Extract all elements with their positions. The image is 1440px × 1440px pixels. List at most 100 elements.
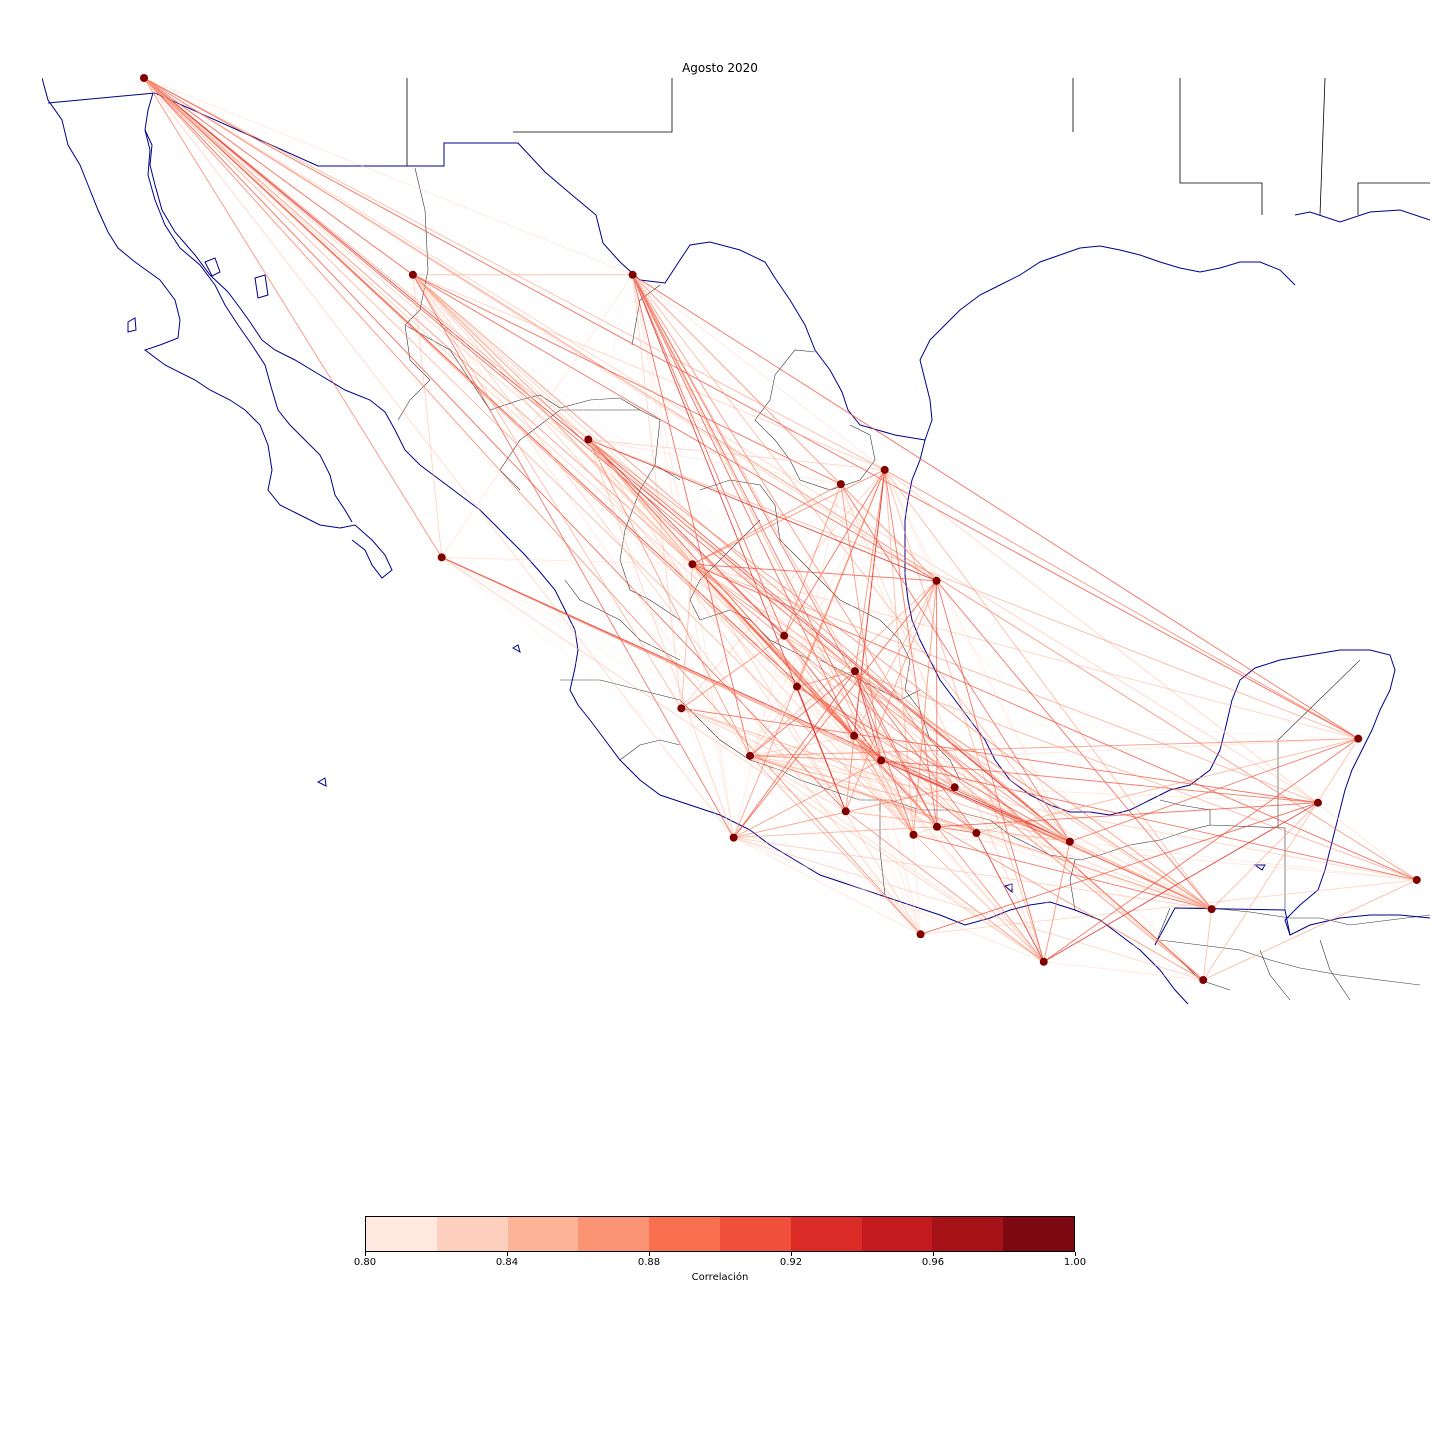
city-node-guanajuato — [850, 731, 859, 740]
correlation-edge — [681, 707, 1319, 804]
colorbar-tick-mark — [507, 1252, 508, 1256]
correlation-edge — [1069, 738, 1359, 843]
colorbar-tick-label: 0.80 — [353, 1257, 377, 1268]
colorbar-label: Correlación — [691, 1272, 749, 1283]
correlation-edge — [783, 635, 921, 935]
correlation-edge — [733, 826, 937, 839]
correlation-edge — [692, 563, 1071, 842]
correlation-edge — [749, 755, 955, 788]
correlation-edges — [143, 77, 1418, 981]
correlation-edge — [913, 580, 937, 835]
correlation-edge — [412, 274, 921, 935]
correlation-edge — [143, 77, 977, 834]
correlation-edge — [920, 802, 1319, 935]
correlation-edge — [976, 738, 1359, 834]
correlation-edge — [936, 802, 1318, 828]
correlation-edge — [632, 274, 1359, 740]
correlation-edge — [681, 707, 1071, 843]
correlation-edge — [587, 274, 634, 440]
correlation-edge — [632, 274, 751, 756]
correlation-edge — [143, 77, 751, 757]
colorbar-tick-mark — [365, 1252, 366, 1256]
correlation-edge — [143, 77, 633, 276]
city-node-la-paz — [437, 553, 446, 562]
correlation-edge — [749, 755, 938, 828]
correlation-edge — [412, 274, 842, 485]
city-node-tepic — [677, 704, 686, 713]
correlation-edge — [412, 274, 938, 828]
correlation-edge — [692, 564, 751, 756]
correlation-edge — [587, 439, 735, 838]
correlation-edge — [845, 735, 855, 812]
city-node-toluca — [909, 830, 918, 839]
correlation-edge — [749, 755, 846, 812]
city-node-chihuahua — [628, 270, 637, 279]
correlation-edge — [733, 837, 1204, 981]
correlation-edge — [783, 635, 882, 761]
correlation-edge — [749, 686, 798, 757]
correlation-edge — [441, 556, 938, 828]
colorbar-swatch — [436, 1217, 508, 1251]
correlation-edge — [441, 556, 921, 935]
colorbar-tick-label: 0.88 — [637, 1257, 661, 1268]
correlation-edge — [880, 580, 937, 761]
correlation-edge — [733, 580, 937, 838]
correlation-edge — [412, 274, 589, 440]
map-title: Agosto 2020 — [682, 61, 758, 75]
correlation-edge — [854, 670, 977, 834]
correlation-edge — [681, 707, 1359, 740]
correlation-edge — [587, 439, 682, 709]
correlation-edge — [143, 77, 1045, 963]
correlation-edge — [880, 760, 922, 935]
gulf-of-california-coast — [144, 129, 353, 523]
colorbar-tick-mark — [933, 1252, 934, 1256]
correlation-edge — [1203, 879, 1417, 981]
correlation-edge — [881, 759, 1417, 881]
correlation-edge — [143, 77, 885, 471]
city-node-ciudad-victoria — [932, 576, 941, 585]
city-node-hermosillo — [408, 270, 417, 279]
correlation-edge — [143, 77, 798, 687]
pacific-coastline — [42, 78, 1189, 1004]
colorbar-tick-mark — [1075, 1252, 1076, 1256]
correlation-edge — [913, 834, 1417, 881]
colorbar-swatch — [861, 1217, 933, 1251]
correlation-edge — [840, 483, 956, 788]
correlation-edge — [1043, 802, 1319, 963]
correlation-edge — [1043, 961, 1204, 981]
correlation-edge — [976, 832, 1212, 910]
gulf-coastline — [904, 209, 1430, 936]
correlation-edge — [796, 686, 847, 812]
correlation-edge — [749, 755, 921, 935]
city-node-guadalajara — [746, 751, 755, 760]
correlation-edge — [853, 735, 977, 834]
correlation-edge — [143, 77, 443, 558]
correlation-edge — [588, 439, 1071, 842]
correlation-edge — [412, 274, 856, 672]
city-node-tijuana — [140, 74, 148, 82]
correlation-edge — [632, 274, 735, 838]
colorbar-swatch — [649, 1217, 720, 1251]
islands — [127, 257, 1266, 894]
correlation-edge — [412, 274, 937, 582]
city-node-san-luis-potosi — [851, 667, 860, 676]
city-node-merida — [1354, 734, 1363, 743]
city-node-culiacan — [584, 435, 593, 444]
correlation-edge — [749, 483, 842, 756]
correlation-edge — [796, 686, 914, 836]
colorbar-tick-label: 1.00 — [1063, 1257, 1087, 1268]
city-node-veracruz — [1065, 837, 1074, 846]
central-america-borders — [1154, 907, 1430, 1001]
correlation-edge — [733, 469, 886, 838]
correlation-edge — [692, 563, 1319, 804]
correlation-edge — [936, 580, 1071, 842]
colorbar-tick-mark — [649, 1252, 650, 1256]
correlation-edge — [853, 735, 914, 835]
correlation-edge — [692, 563, 937, 582]
correlation-edge — [412, 274, 885, 471]
correlation-edge — [733, 759, 882, 839]
correlation-edge — [632, 274, 885, 471]
colorbar-tick-label: 0.96 — [921, 1257, 945, 1268]
correlation-edge — [733, 837, 1212, 910]
correlation-edge — [920, 879, 1417, 935]
